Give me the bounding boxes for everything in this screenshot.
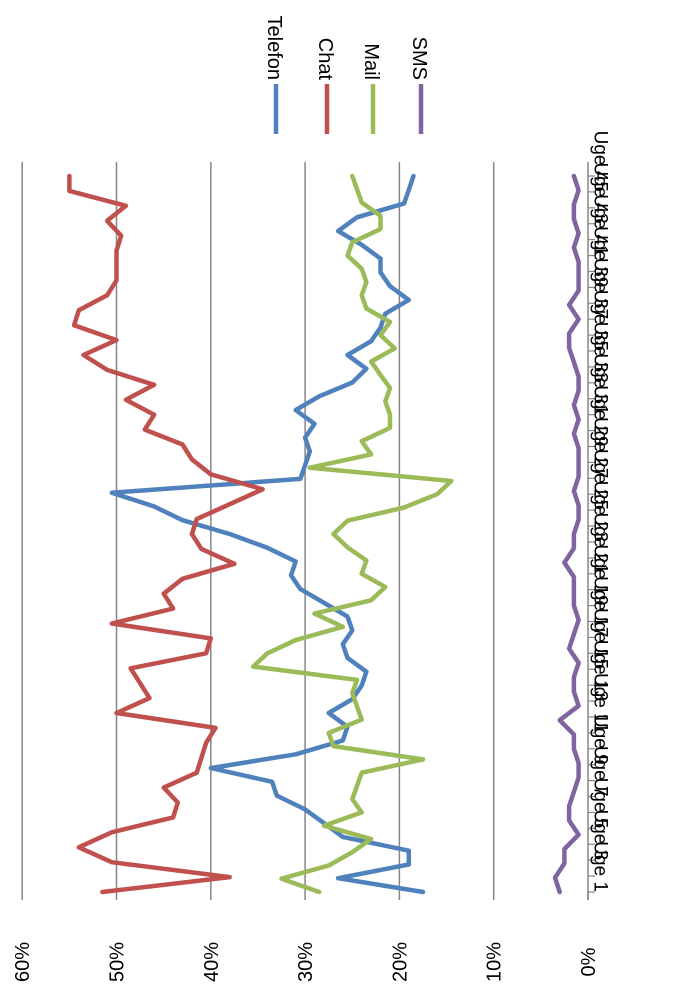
x-tick-label: Uge 3 <box>590 809 611 860</box>
legend: Telefon Chat Mail SMS <box>263 16 430 134</box>
series-line-mail <box>250 173 454 895</box>
x-tick-label: Uge 35 <box>590 290 611 351</box>
series-lines <box>67 173 581 895</box>
legend-label-sms: SMS <box>408 37 430 80</box>
y-tick-label: 50% <box>107 942 129 982</box>
series-line-telefon <box>109 173 426 895</box>
x-tick-label: Uge 11 <box>590 673 611 733</box>
x-tick-label: Uge 9 <box>590 714 611 765</box>
y-tick-label: 0% <box>578 947 600 976</box>
x-tick-label: Uge 27 <box>590 417 611 478</box>
axes <box>21 162 595 900</box>
x-tick-label: Uge 19 <box>590 544 611 605</box>
y-tick-label: 60% <box>12 942 34 982</box>
x-tick-label: Uge 31 <box>590 353 611 414</box>
x-tick-label: Uge 41 <box>590 194 611 255</box>
x-tick-label: Uge 45 <box>590 131 611 192</box>
y-tick-label: 20% <box>389 942 411 982</box>
x-tick-label: Uge 39 <box>590 226 611 287</box>
x-tick-label: Uge 43 <box>590 162 611 223</box>
x-tick-label: Uge 33 <box>590 322 611 383</box>
x-tick-label: Uge 7 <box>590 746 611 797</box>
y-tick-label: 40% <box>201 942 223 982</box>
legend-label-mail: Mail <box>360 43 382 80</box>
gridlines <box>21 162 495 892</box>
series-line-chat <box>67 173 265 895</box>
y-tick-label: 30% <box>295 942 317 982</box>
x-tick-label: Uge 15 <box>590 608 611 669</box>
x-tick-label: Uge 1 <box>590 841 611 892</box>
legend-label-telefon: Telefon <box>263 16 285 81</box>
legend-label-chat: Chat <box>314 38 336 81</box>
y-tick-label: 10% <box>484 942 506 982</box>
x-tick-label: Uge 37 <box>590 258 611 319</box>
series-line-sms <box>552 173 581 895</box>
y-tick-labels: 0% 10% 20% 30% 40% 50% 60% <box>12 942 600 982</box>
x-tick-label: Uge 13 <box>590 640 611 701</box>
x-tick-label: Uge 25 <box>590 449 611 510</box>
x-tick-label: Uge 17 <box>590 576 611 637</box>
x-tick-label: Uge 5 <box>590 778 611 829</box>
x-tick-label: Uge 21 <box>590 512 611 573</box>
x-tick-label: Uge 29 <box>590 385 611 446</box>
x-tick-label: Uge 23 <box>590 481 611 542</box>
